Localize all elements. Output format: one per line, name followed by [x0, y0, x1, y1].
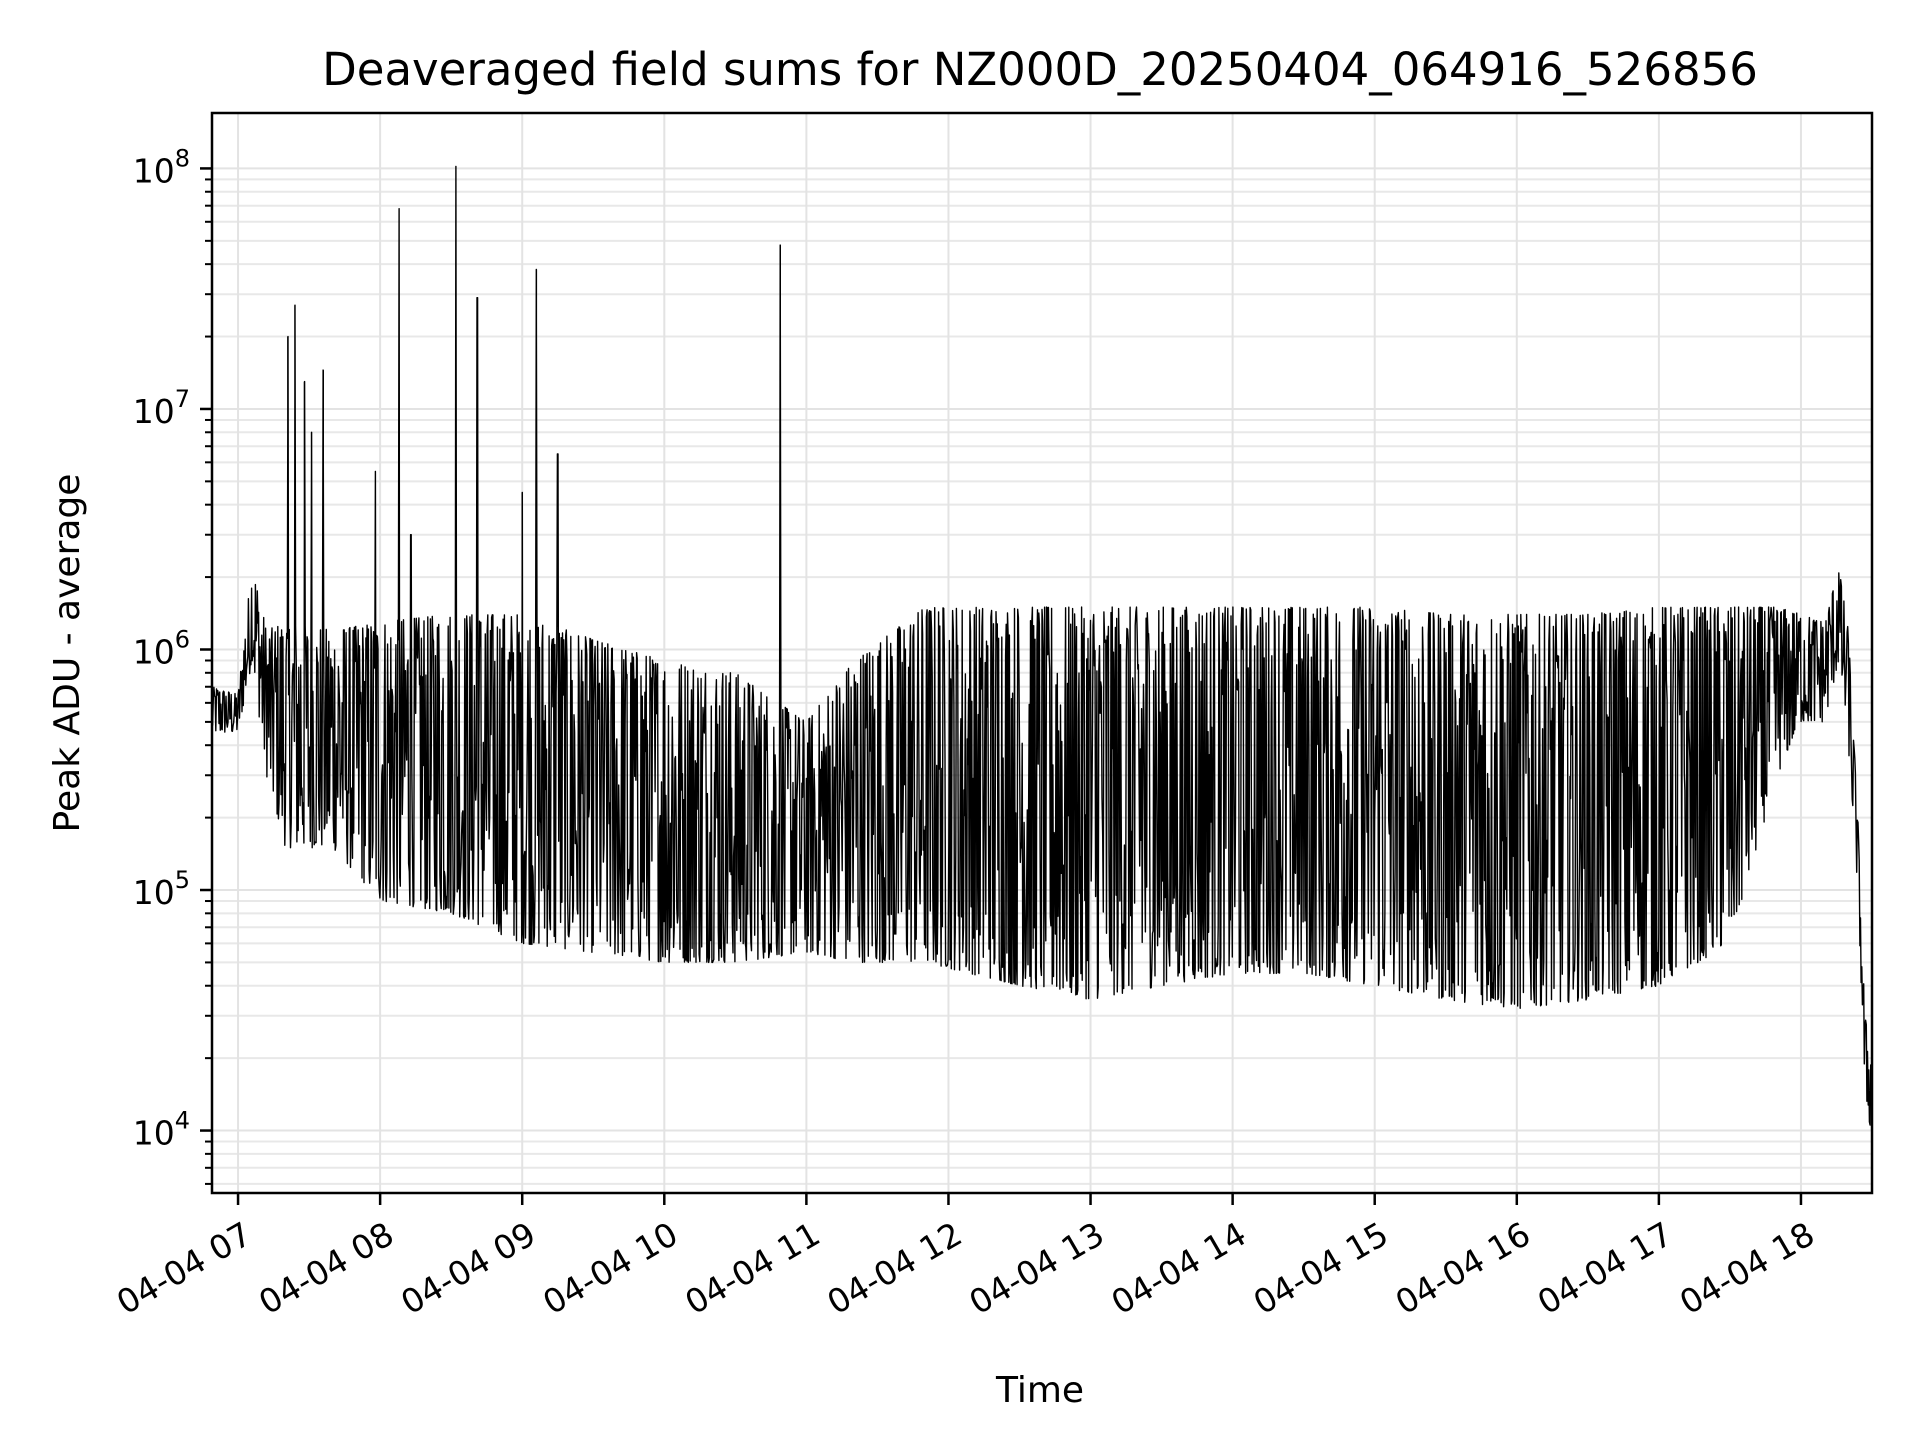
y-tick-label: 108 [133, 144, 190, 190]
y-tick-label: 104 [133, 1107, 190, 1153]
y-tick-label: 106 [133, 625, 190, 671]
y-axis-label: Peak ADU - average [47, 474, 88, 833]
plot-frame [210, 111, 1874, 1195]
chart-title: Deaveraged field sums for NZ000D_2025040… [322, 43, 1758, 96]
y-tick-label: 107 [133, 385, 190, 431]
data-line [212, 165, 1872, 1126]
x-axis-label: Time [995, 1370, 1084, 1411]
series-line [212, 165, 1872, 1126]
y-tick-label: 105 [133, 866, 190, 912]
